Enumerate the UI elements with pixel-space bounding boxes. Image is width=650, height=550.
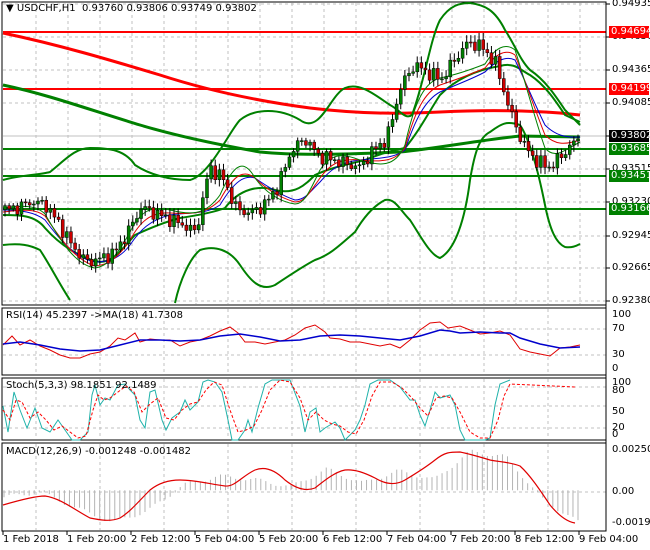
resistance-tag: 0.94694 [609, 26, 650, 38]
ema-green [2, 46, 581, 269]
rsi-panel [1, 307, 607, 376]
time-label: 8 Feb 12:00 [515, 534, 575, 545]
main-panel [1, 1, 607, 306]
price-tick: 0.94935 [612, 0, 650, 9]
chart-header: ▼ USDCHF,H1 0.93760 0.93806 0.93749 0.93… [6, 3, 257, 15]
time-label: 6 Feb 12:00 [323, 534, 383, 545]
dropdown-arrow-icon[interactable]: ▼ [6, 3, 14, 14]
y-axis-ticks [606, 3, 610, 302]
time-label: 1 Feb 20:00 [67, 534, 127, 545]
stoch-level: 20 [612, 422, 625, 433]
ma-200-line [2, 31, 581, 117]
symbol-label: USDCHF,H1 [16, 3, 76, 14]
macd-label: MACD(12,26,9) -0.001248 -0.001482 [6, 446, 191, 457]
current-price-tag: 0.93802 [609, 130, 650, 142]
ohlc-values: 0.93760 0.93806 0.93749 0.93802 [81, 3, 257, 14]
stoch-panel [1, 377, 607, 441]
price-tick: 0.94085 [612, 97, 650, 108]
price-tick: 0.92665 [612, 262, 650, 273]
bollinger-upper [2, 1, 581, 182]
macd-level: -0.001914 [612, 517, 650, 528]
support-tag: 0.93685 [609, 143, 650, 155]
time-label: 7 Feb 20:00 [451, 534, 511, 545]
rsi-level: 0 [612, 363, 619, 374]
stoch-level: 80 [612, 385, 625, 396]
stoch-level: 100 [612, 377, 632, 388]
support-tag: 0.93451 [609, 170, 650, 182]
x-axis-ticks [2, 531, 580, 535]
stoch-level: 0 [612, 429, 619, 440]
ma-100-line [2, 83, 581, 156]
time-label: 5 Feb 04:00 [195, 534, 255, 545]
stoch-level: 50 [612, 406, 625, 417]
time-label: 5 Feb 20:00 [259, 534, 319, 545]
resistance-tag: 0.94199 [609, 83, 650, 95]
price-tick: 0.94365 [612, 64, 650, 75]
price-tick: 0.93515 [612, 163, 650, 174]
price-tick: 0.92945 [612, 230, 650, 241]
macd-panel [1, 442, 607, 532]
macd-histogram [3, 449, 579, 522]
macd-level: 0.002509 [612, 444, 650, 455]
time-label: 7 Feb 04:00 [387, 534, 447, 545]
support-tag: 0.93166 [609, 203, 650, 215]
rsi-ma-line [2, 329, 581, 352]
time-label: 1 Feb 2018 [3, 534, 59, 545]
stoch-d-line [2, 379, 576, 439]
macd-signal-line [2, 451, 576, 524]
candlesticks [3, 32, 580, 273]
rsi-level: 100 [612, 309, 632, 320]
rsi-label: RSI(14) 45.2397 ->MA(18) 41.7308 [6, 310, 183, 321]
bollinger-lower [2, 122, 581, 304]
rsi-level: 30 [612, 349, 625, 360]
time-label: 9 Feb 04:00 [579, 534, 639, 545]
price-tick: 0.92380 [612, 295, 650, 306]
price-tick: 0.93230 [612, 196, 650, 207]
time-label: 2 Feb 12:00 [131, 534, 191, 545]
rsi-level: 70 [612, 323, 625, 334]
macd-level: 0.00 [612, 486, 635, 497]
stoch-label: Stoch(5,3,3) 98.1851 92.1489 [6, 380, 157, 391]
